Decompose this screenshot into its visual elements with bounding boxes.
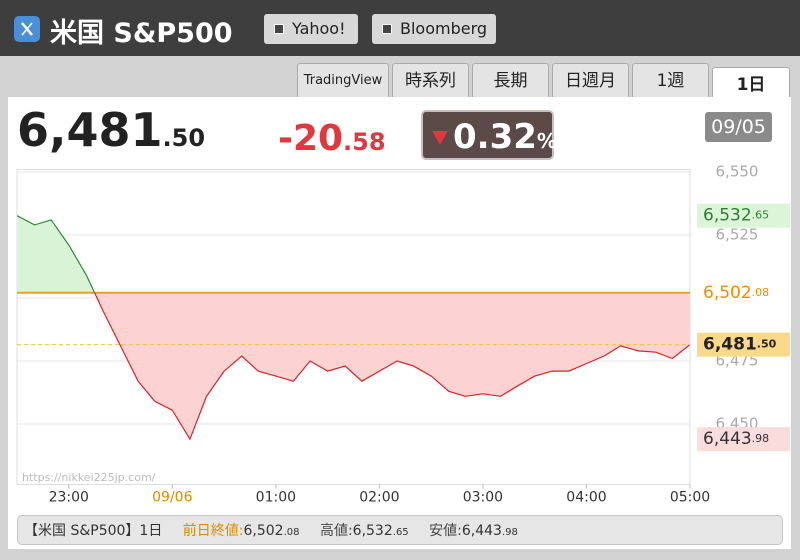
area-up — [17, 215, 690, 293]
title: 米国 S&P500 — [50, 18, 233, 49]
marker-label: 6,481.50 — [703, 335, 777, 355]
link-button[interactable]: Bloomberg — [372, 14, 496, 44]
footer-bar: 【米国 S&P500】1日 前日終値:6,502.08 高値:6,532.65 … — [17, 515, 783, 545]
footer-value: 6,502.08 — [243, 523, 300, 539]
change: -20.58 — [278, 118, 386, 159]
link-label: Yahoo! — [292, 19, 346, 38]
footer-label: 【米国 S&P500】1日 — [24, 523, 163, 539]
source-url: https://nikkei225jp.com/ — [22, 471, 156, 484]
marker-label: 6,532.65 — [703, 206, 769, 226]
tab[interactable]: 1日 — [712, 67, 790, 99]
marker-label: 6,502.08 — [703, 283, 769, 303]
x-tick-label: 04:00 — [566, 490, 606, 506]
tab[interactable]: 日週月 — [552, 63, 629, 97]
y-tick-label: 6,525 — [716, 226, 759, 244]
change-percent: 0.32% — [421, 110, 557, 160]
tab-bar: TradingView 時系列 長期 日週月 1週 1日 — [0, 56, 800, 99]
icon-glyph — [21, 22, 33, 36]
change-percent-text: 0.32% — [453, 117, 557, 157]
footer-key: 高値: — [319, 523, 353, 539]
link-button[interactable]: Yahoo! — [264, 14, 358, 44]
tab[interactable]: 時系列 — [392, 63, 469, 97]
x-tick-label: 05:00 — [670, 490, 710, 506]
price: 6,481.50 — [17, 103, 206, 157]
tab[interactable]: 長期 — [472, 63, 549, 97]
footer-value: 6,532.65 — [352, 523, 409, 539]
x-tick-label: 01:00 — [256, 490, 296, 506]
area-down — [94, 292, 690, 440]
x-tick-label: 02:00 — [359, 490, 399, 506]
marker-box — [697, 332, 790, 357]
price-line-down — [93, 292, 690, 441]
share-icon[interactable] — [14, 16, 40, 42]
marker-box — [697, 280, 790, 305]
tab[interactable]: 1週 — [632, 63, 709, 97]
date-badge: 09/05 — [705, 112, 772, 142]
y-tick-label: 6,550 — [716, 163, 759, 181]
footer-key: 前日終値: — [182, 523, 244, 539]
tab[interactable]: TradingView — [297, 63, 389, 97]
footer-key: 安値: — [429, 523, 462, 539]
x-tick-label: 09/06 — [152, 490, 192, 506]
marker-box — [697, 203, 790, 228]
link-label: Bloomberg — [400, 19, 488, 38]
x-tick-label: 23:00 — [49, 490, 89, 506]
marker-label: 6,443.98 — [703, 429, 769, 449]
footer-value: 6,443.98 — [461, 523, 518, 539]
x-tick-label: 03:00 — [463, 490, 503, 506]
marker-box — [697, 427, 790, 452]
header-bar: 米国 S&P500 Yahoo! Bloomberg — [0, 0, 800, 56]
